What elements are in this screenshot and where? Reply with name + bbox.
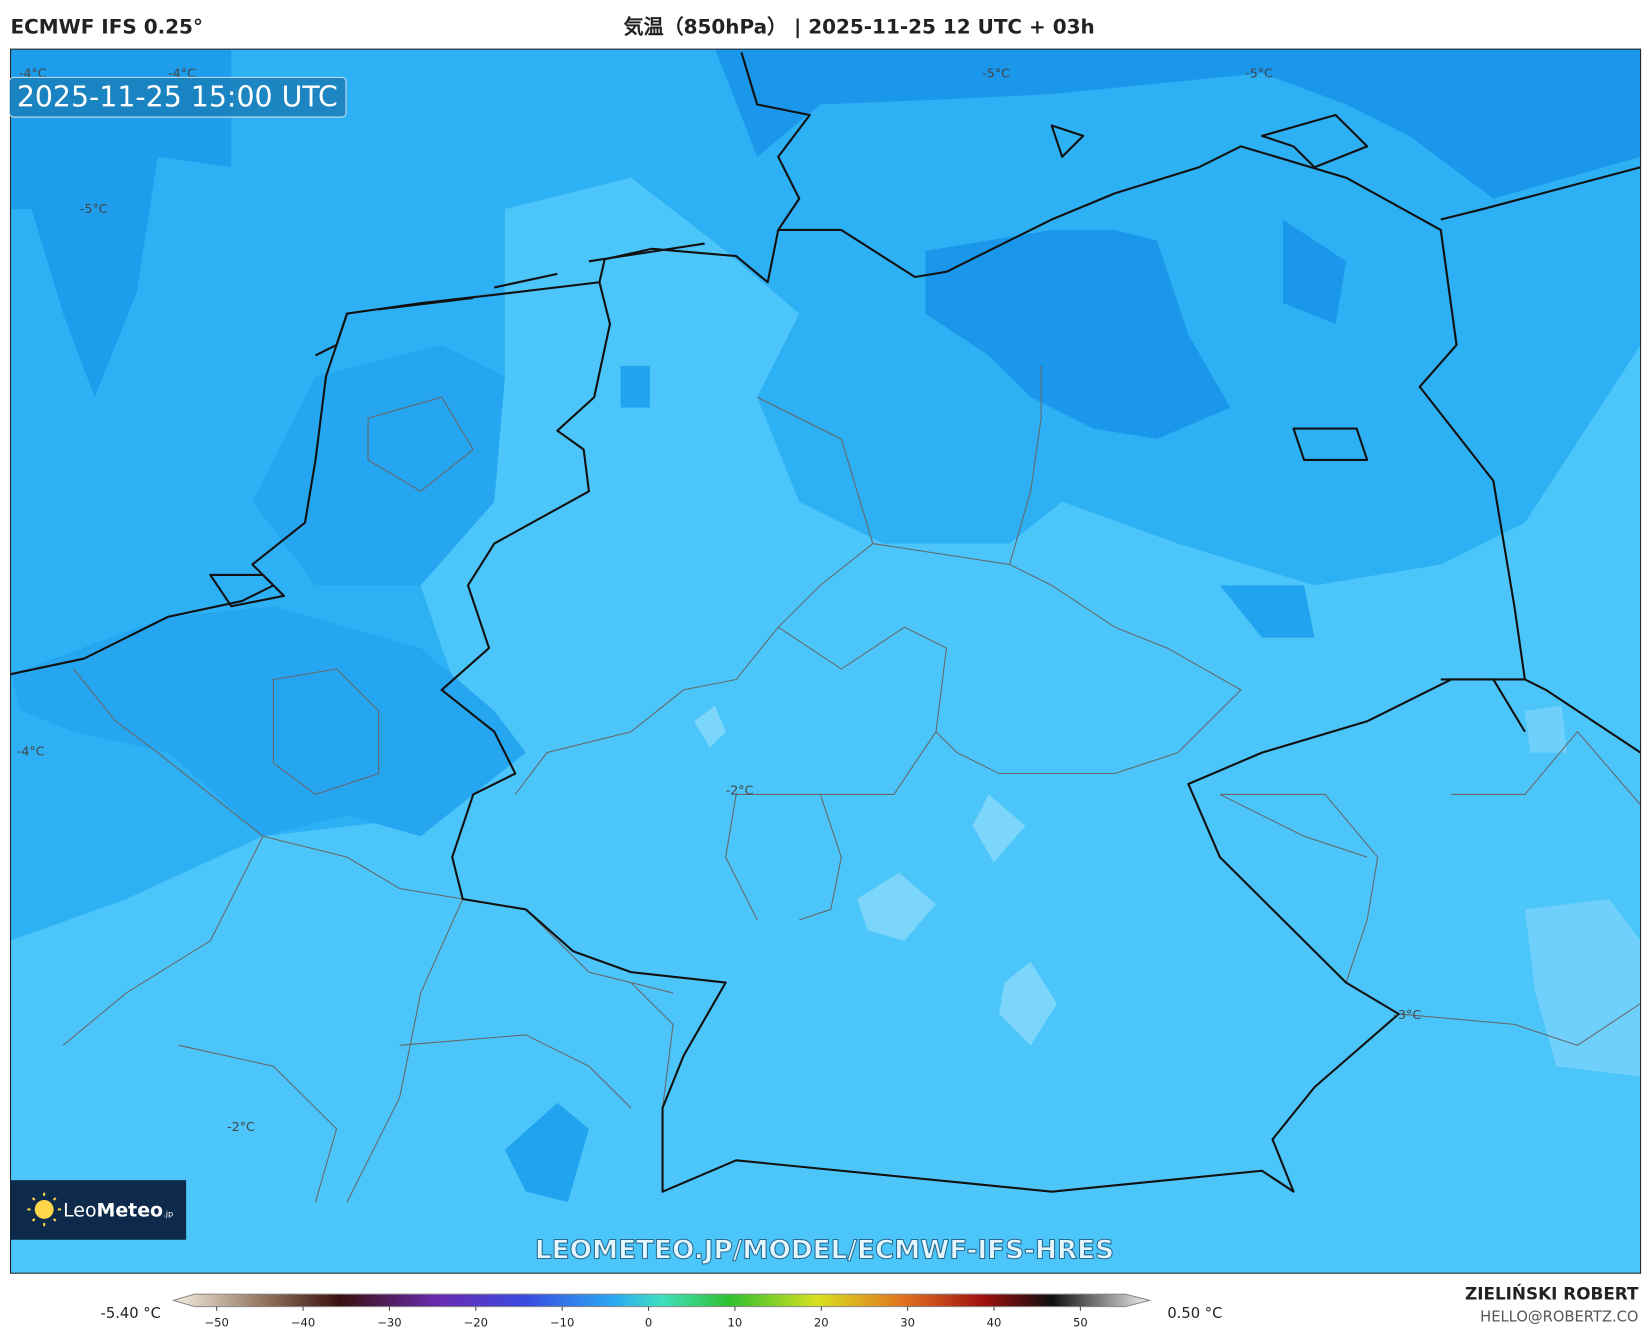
colorbar-tick-label: 30 — [900, 1316, 915, 1330]
colorbar-tick-label: 20 — [814, 1316, 829, 1330]
valid-time-box — [8, 76, 347, 118]
colorbar-tick-label: 50 — [1073, 1316, 1088, 1330]
author: ZIELIŃSKI ROBERT — [1465, 1282, 1639, 1303]
contour-label: -2°C — [227, 1119, 255, 1134]
valid-time: 2025-11-25 15:00 UTC — [17, 81, 338, 114]
colorbar-tick-label: −30 — [377, 1316, 401, 1330]
colorbar-tick-label: 40 — [987, 1316, 1002, 1330]
colorbar — [171, 1293, 1152, 1308]
colorbar-min-label: -5.40 °C — [101, 1305, 161, 1322]
watermark: LEOMETEO.JP/MODEL/ECMWF-IFS-HRES — [535, 1236, 1114, 1266]
colorbar-tick-label: −40 — [291, 1316, 315, 1330]
contour-label: -5°C — [982, 65, 1010, 80]
contour-label: -4°C — [19, 65, 47, 80]
logo-rays — [27, 1192, 61, 1227]
colorbar-tick-label: −50 — [205, 1316, 229, 1330]
logo-name-bold: Meteo — [97, 1200, 164, 1222]
contour-label: -3°C — [1393, 1007, 1421, 1022]
colorbar-max-label: 0.50 °C — [1167, 1305, 1222, 1322]
chart-title: 気温（850hPa） | 2025-11-25 12 UTC + 03h — [624, 15, 1095, 39]
contour-label: -2°C — [726, 782, 754, 797]
logo-suffix: .jp — [163, 1209, 173, 1219]
logo-sun — [34, 1200, 54, 1219]
map — [10, 49, 1641, 1274]
contour-label: -4°C — [168, 65, 196, 80]
colorbar-tick-label: −20 — [464, 1316, 488, 1330]
model-name: ECMWF IFS 0.25° — [11, 16, 203, 39]
contour-label: -5°C — [80, 201, 108, 216]
colorbar-ticks: −50 −40 −30 −20 −10 0 10 20 30 40 50 — [205, 1306, 1088, 1330]
contour-labels: -4°C -4°C -5°C -5°C -5°C -4°C -2°C -3°C … — [17, 65, 1422, 1134]
colorbar-tick-label: −10 — [550, 1316, 574, 1330]
contour-label: -5°C — [1245, 65, 1273, 80]
map-frame — [9, 48, 1642, 1274]
contact: HELLO@ROBERTZ.CO — [1480, 1308, 1638, 1325]
logo-text: LeoMeteo.jp — [63, 1200, 173, 1222]
colorbar-tick-label: 0 — [645, 1316, 652, 1330]
logo-name: Leo — [63, 1200, 96, 1222]
colorbar-tick-label: 10 — [728, 1316, 743, 1330]
contour-label: -4°C — [17, 744, 45, 759]
